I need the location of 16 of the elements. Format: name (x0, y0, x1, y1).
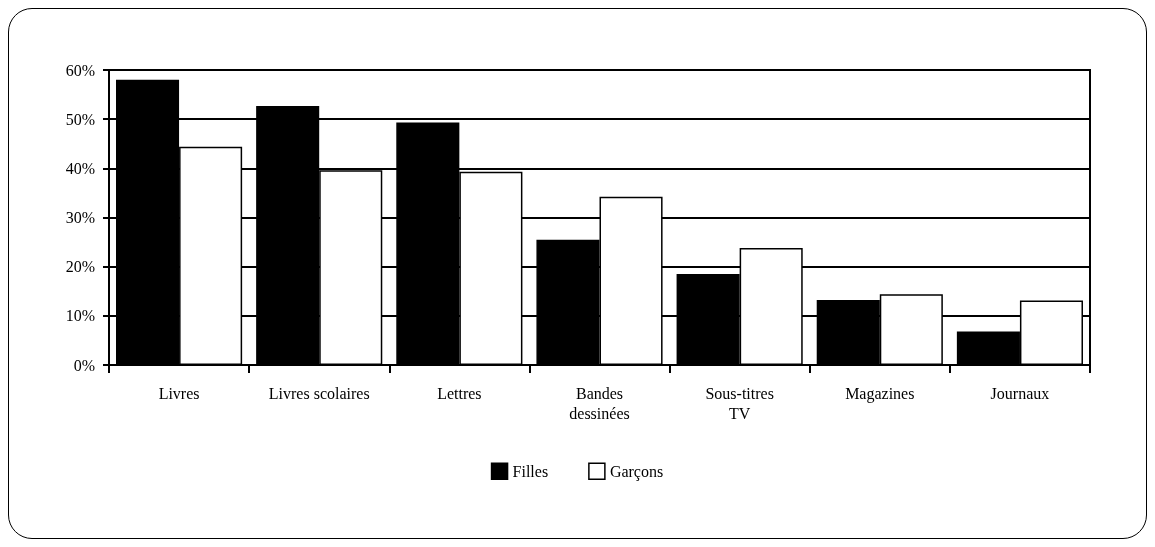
y-tick-label: 60% (65, 61, 95, 79)
y-tick-label: 10% (65, 307, 95, 325)
x-tick-label: Lettres (437, 384, 482, 402)
x-tick-label: Bandes dessinées (569, 384, 630, 422)
y-tick-label: 0% (73, 356, 95, 374)
y-tick-label: 20% (65, 258, 95, 276)
x-tick-label: Livres scolaires (268, 384, 370, 402)
x-tick-label: Livres (158, 384, 200, 402)
y-tick-label: 30% (65, 209, 95, 226)
legend-label: Filles (512, 462, 549, 480)
y-tick-label: 50% (65, 110, 95, 128)
legend-label: Garçons (609, 462, 664, 481)
y-tick-label: 40% (65, 159, 95, 177)
x-tick-label: Sous-titres TV (705, 384, 774, 422)
x-tick-label: Magazines (845, 384, 915, 403)
x-tick-label: Journaux (990, 384, 1050, 402)
